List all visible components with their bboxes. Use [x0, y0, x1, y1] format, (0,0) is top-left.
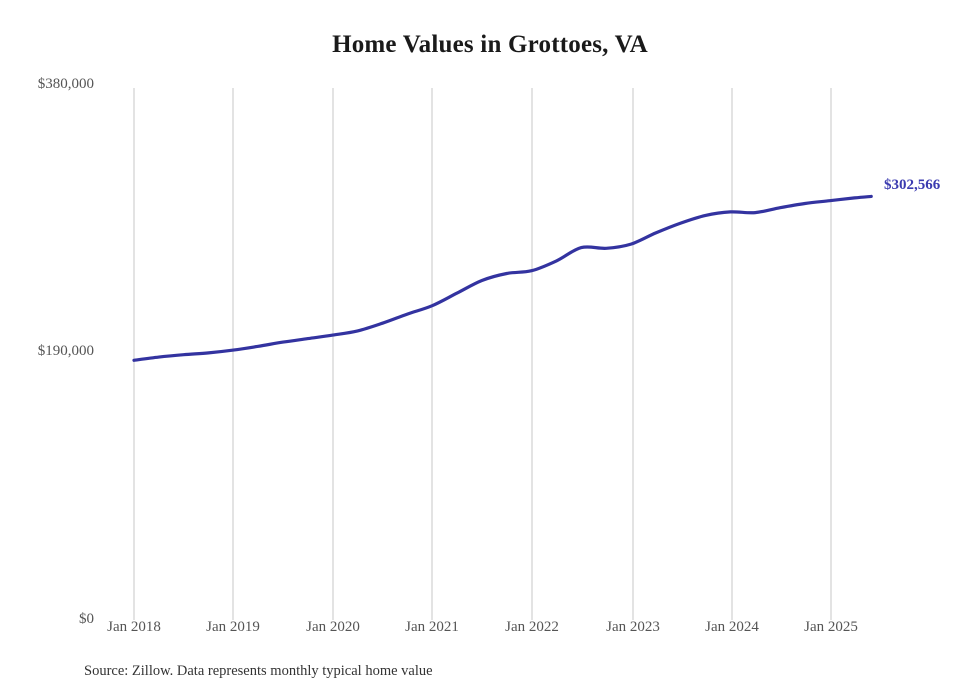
- gridlines: [133, 88, 832, 620]
- series-line-typical-home-value: [132, 194, 873, 362]
- y-axis-tick-label-bottom: $0: [79, 611, 94, 627]
- x-axis-tick-label-jan-2018: Jan 2018: [107, 619, 161, 635]
- x-axis-tick-label-jan-2020: Jan 2020: [306, 619, 360, 635]
- x-axis-tick-label-jan-2021: Jan 2021: [405, 619, 459, 635]
- y-axis-tick-label-mid: $190,000: [37, 343, 94, 359]
- source-note: Source: Zillow. Data represents monthly …: [84, 663, 433, 679]
- x-axis-tick-label-jan-2024: Jan 2024: [705, 619, 759, 635]
- x-axis-tick-label-jan-2019: Jan 2019: [206, 619, 260, 635]
- chart-title: Home Values in Grottoes, VA: [332, 31, 648, 58]
- x-axis-tick-label-jan-2022: Jan 2022: [505, 619, 559, 635]
- x-axis-tick-label-jan-2023: Jan 2023: [606, 619, 660, 635]
- x-axis-tick-label-jan-2025: Jan 2025: [804, 619, 858, 635]
- y-axis-tick-label-top: $380,000: [37, 76, 94, 92]
- end-value-annotation: $302,566: [884, 177, 941, 193]
